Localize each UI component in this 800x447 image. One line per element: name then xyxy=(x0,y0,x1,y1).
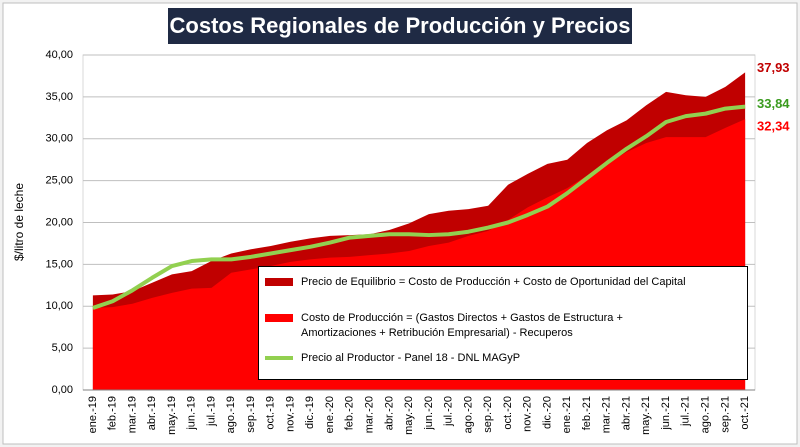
y-axis-label: $/litro de leche xyxy=(12,183,26,261)
x-tick-label: ene.-21 xyxy=(561,396,573,433)
x-tick-label: nov.-20 xyxy=(522,396,534,432)
x-tick-label: ago.-21 xyxy=(699,396,711,433)
x-tick-label: jun.-19 xyxy=(186,396,198,431)
x-tick-label: may.-19 xyxy=(166,396,178,435)
title-box xyxy=(168,8,632,44)
x-tick-label: oct.-19 xyxy=(265,396,277,430)
legend-item: Costo de Producción = (Gastos Directos +… xyxy=(265,311,641,341)
x-tick-label: sep.-20 xyxy=(482,396,494,433)
y-tick-label: 20,00 xyxy=(45,216,73,228)
legend-swatch xyxy=(265,314,293,322)
x-tick-label: ago.-19 xyxy=(225,396,237,433)
y-tick-label: 30,00 xyxy=(45,133,73,145)
x-tick-label: dic.-20 xyxy=(541,396,553,429)
x-tick-label: mar.-19 xyxy=(126,396,138,433)
y-tick-label: 35,00 xyxy=(45,91,73,103)
data-label: 33,84 xyxy=(757,96,790,111)
x-tick-label: ago.-20 xyxy=(462,396,474,433)
y-tick-label: 40,00 xyxy=(45,49,73,61)
x-tick-label: sep.-19 xyxy=(245,396,257,433)
legend: Precio de Equilibrio = Costo de Producci… xyxy=(258,266,748,380)
x-tick-label: abr.-21 xyxy=(620,396,632,430)
x-tick-label: abr.-19 xyxy=(146,396,158,430)
legend-swatch xyxy=(265,356,293,360)
x-tick-label: nov.-19 xyxy=(284,396,296,432)
y-tick-label: 25,00 xyxy=(45,175,73,187)
x-tick-label: dic.-19 xyxy=(304,396,316,429)
legend-item: Precio al Productor - Panel 18 - DNL MAG… xyxy=(265,351,641,366)
x-tick-label: oct.-21 xyxy=(739,396,751,430)
x-tick-label: oct.-20 xyxy=(502,396,514,430)
x-tick-label: ene.-20 xyxy=(324,396,336,433)
chart-title: Costos Regionales de Producción y Precio… xyxy=(170,13,631,38)
legend-label: Precio de Equilibrio = Costo de Producci… xyxy=(301,276,686,288)
data-label: 32,34 xyxy=(757,119,790,134)
x-tick-label: sep.-21 xyxy=(719,396,731,433)
x-tick-label: feb.-19 xyxy=(107,396,119,430)
legend-label: Costo de Producción = (Gastos Directos +… xyxy=(301,312,623,339)
data-label: 37,93 xyxy=(757,60,790,75)
y-tick-label: 15,00 xyxy=(45,258,73,270)
legend-item: Precio de Equilibrio = Costo de Producci… xyxy=(265,275,741,290)
line xyxy=(92,104,746,310)
y-tick-label: 0,00 xyxy=(52,384,73,396)
x-tick-label: jul.-19 xyxy=(205,396,217,427)
x-tick-label: mar.-20 xyxy=(363,396,375,433)
x-tick-label: jun.-20 xyxy=(423,396,435,431)
x-tick-label: may.-21 xyxy=(640,396,652,435)
x-tick-label: jul.-20 xyxy=(443,396,455,427)
y-tick-label: 5,00 xyxy=(52,342,73,354)
x-tick-label: mar.-21 xyxy=(601,396,613,433)
y-tick-label: 10,00 xyxy=(45,300,73,312)
x-tick-label: feb.-21 xyxy=(581,396,593,430)
x-tick-label: jun.-21 xyxy=(660,396,672,431)
x-tick-label: may.-20 xyxy=(403,396,415,435)
legend-label: Precio al Productor - Panel 18 - DNL MAG… xyxy=(301,352,521,364)
x-tick-label: ene.-19 xyxy=(87,396,99,433)
x-tick-label: jul.-21 xyxy=(680,396,692,427)
x-tick-label: abr.-20 xyxy=(383,396,395,430)
legend-swatch xyxy=(265,278,293,286)
x-tick-label: feb.-20 xyxy=(344,396,356,430)
